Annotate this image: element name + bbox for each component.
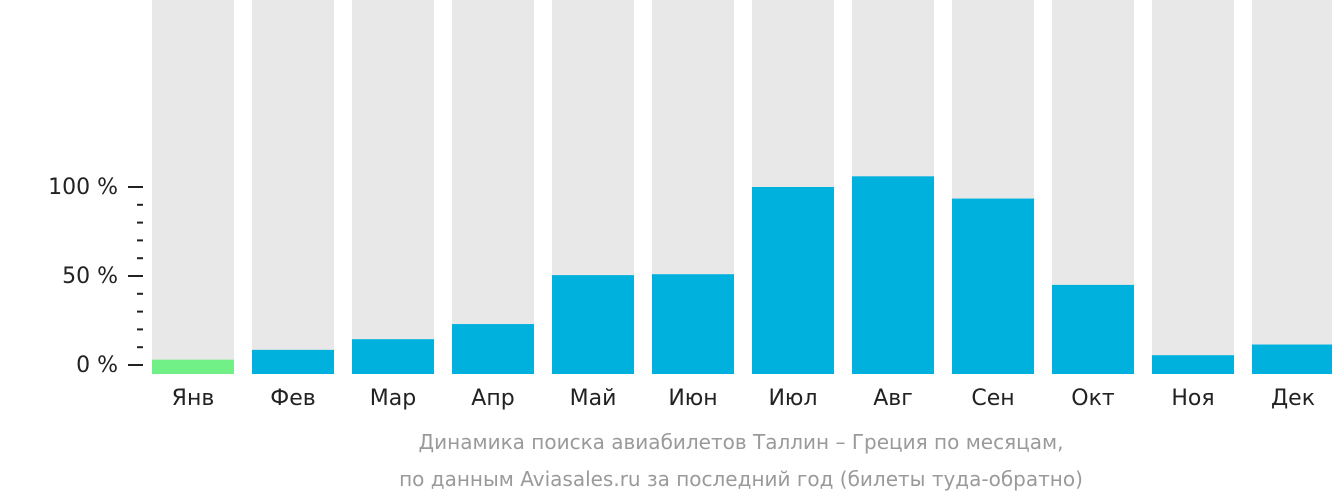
x-tick-label: Янв — [172, 386, 215, 411]
bar-11 — [1152, 355, 1234, 374]
bar-1 — [152, 359, 234, 374]
bar-background — [352, 0, 434, 374]
x-tick-label: Мар — [370, 386, 416, 411]
x-tick-label: Фев — [270, 386, 315, 411]
bar-chart: 0 % 50 % 100 % Янв Фев Мар Апр Май Июн Июл Авг Сен… — [48, 0, 1332, 411]
bars-layer — [152, 176, 1332, 374]
bar-4 — [452, 324, 534, 374]
bar-8 — [852, 176, 934, 374]
chart-subtitle: по данным Aviasales.ru за последний год … — [399, 467, 1083, 491]
x-axis-labels: Янв Фев Мар Апр Май Июн Июл Авг Сен Окт Ноя Дек — [172, 386, 1315, 411]
x-tick-label: Дек — [1271, 386, 1315, 411]
x-tick-label: Июл — [768, 386, 817, 411]
bar-12 — [1252, 344, 1332, 374]
background-bars-layer — [152, 0, 1332, 374]
y-tick-label: 0 % — [76, 353, 118, 378]
x-tick-label: Ноя — [1171, 386, 1214, 411]
bar-6 — [652, 274, 734, 374]
y-axis: 0 % 50 % 100 % — [48, 175, 143, 378]
bar-background — [252, 0, 334, 374]
bar-7 — [752, 187, 834, 374]
bar-background — [1152, 0, 1234, 374]
bar-background — [152, 0, 234, 374]
bar-3 — [352, 339, 434, 374]
x-tick-label: Июн — [668, 386, 717, 411]
x-tick-label: Май — [570, 386, 617, 411]
bar-9 — [952, 198, 1034, 374]
x-tick-label: Окт — [1071, 386, 1115, 411]
bar-10 — [1052, 284, 1134, 374]
chart-title: Динамика поиска авиабилетов Таллин – Гре… — [418, 430, 1064, 454]
x-tick-label: Апр — [471, 386, 514, 411]
y-tick-label: 100 % — [48, 175, 118, 200]
bar-background — [1252, 0, 1332, 374]
y-tick-label: 50 % — [62, 264, 118, 289]
x-tick-label: Авг — [873, 386, 913, 411]
bar-2 — [252, 349, 334, 374]
x-tick-label: Сен — [971, 386, 1014, 411]
bar-background — [452, 0, 534, 374]
bar-5 — [552, 275, 634, 374]
